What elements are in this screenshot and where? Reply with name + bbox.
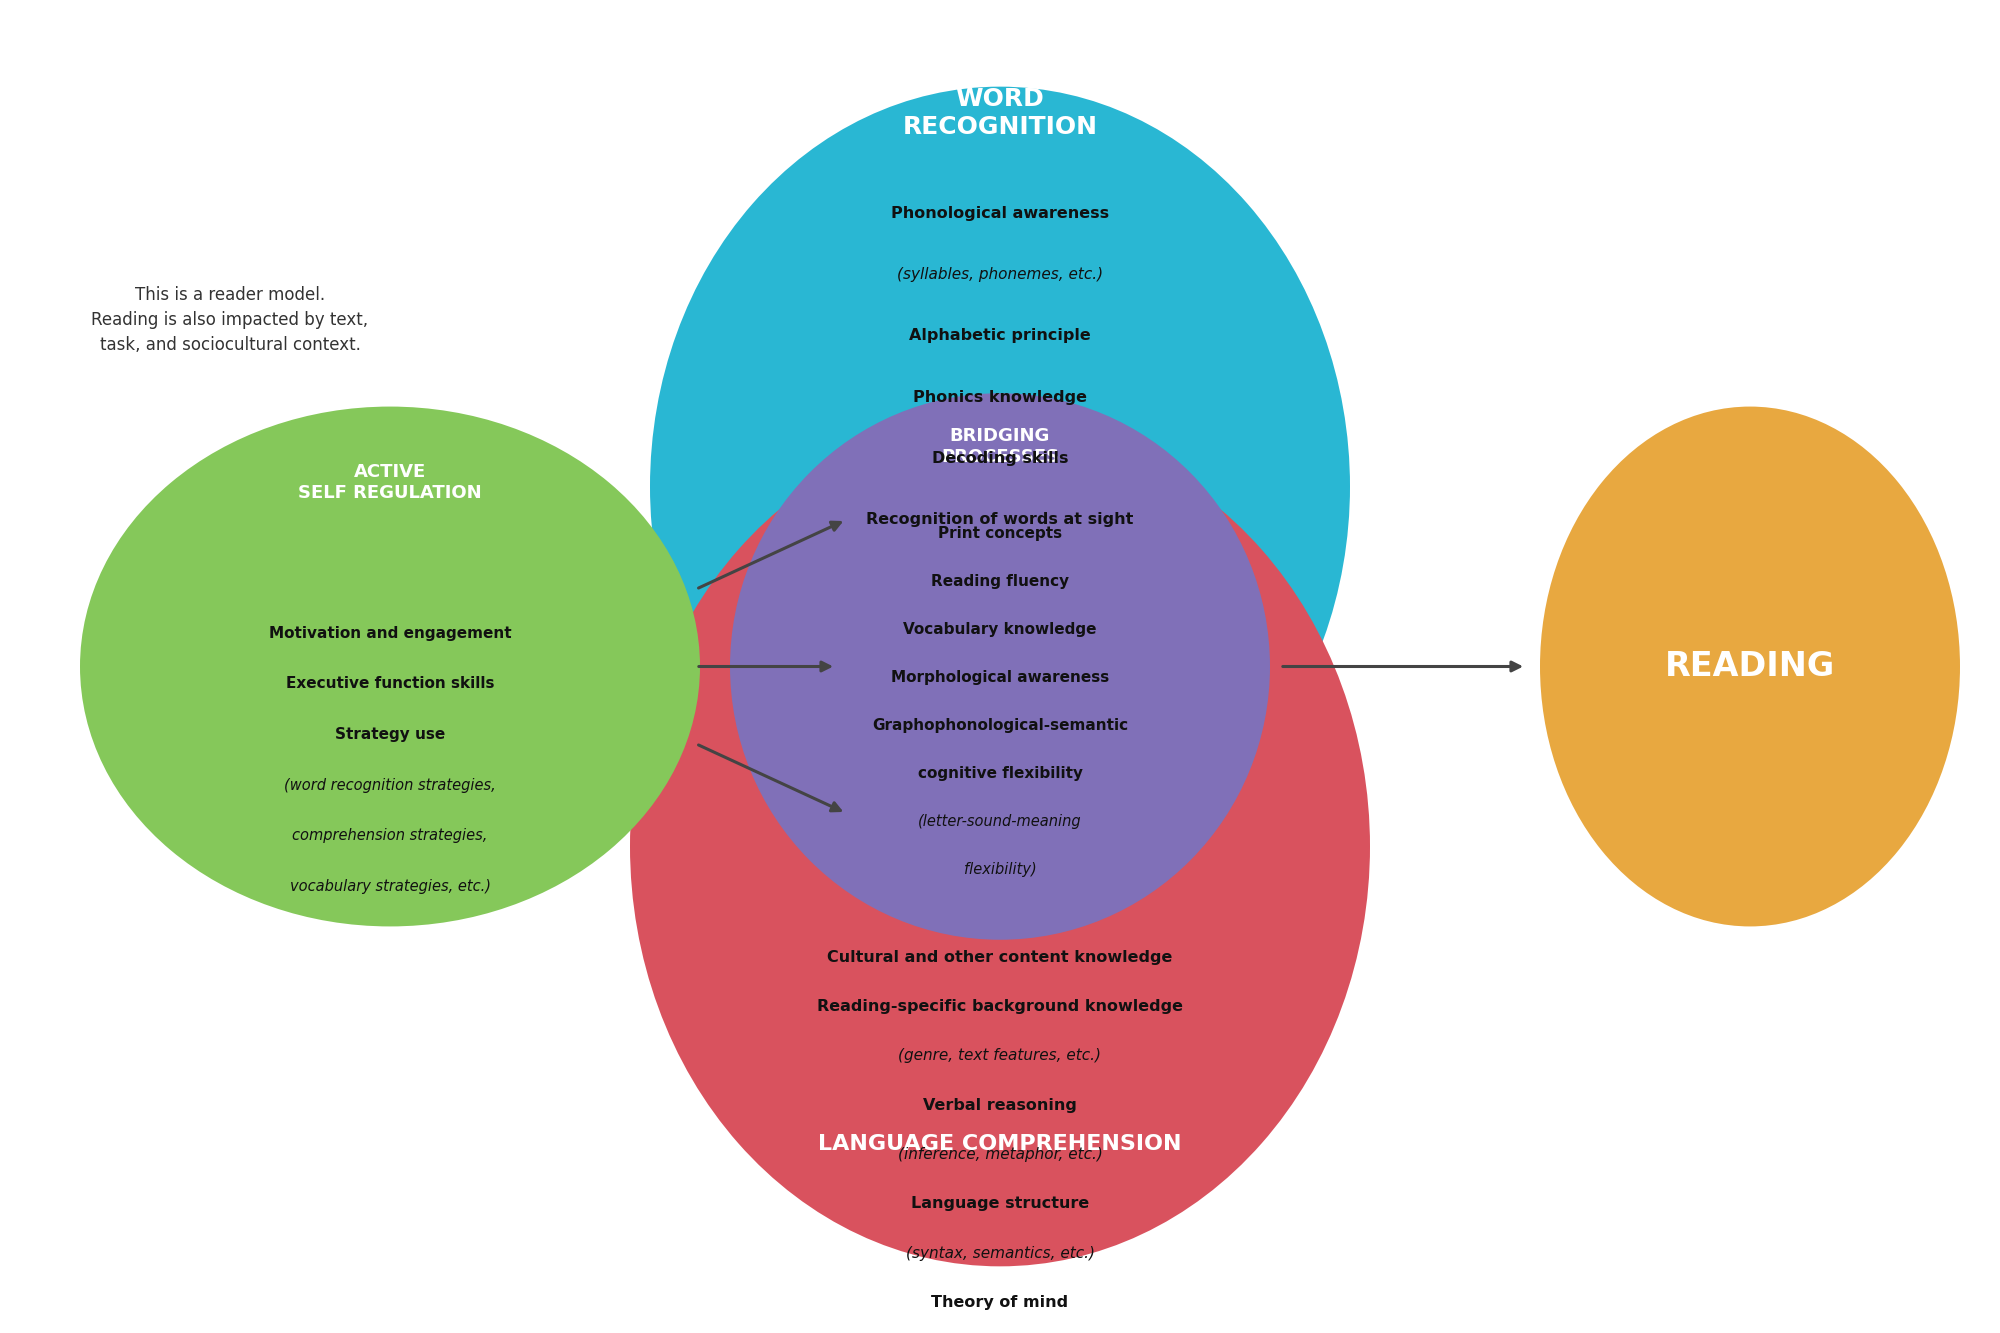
Text: Language structure: Language structure <box>910 1196 1090 1212</box>
Text: Alphabetic principle: Alphabetic principle <box>910 328 1090 344</box>
Text: cognitive flexibility: cognitive flexibility <box>918 765 1082 781</box>
Text: READING: READING <box>1664 651 1836 682</box>
Text: LANGUAGE COMPREHENSION: LANGUAGE COMPREHENSION <box>818 1133 1182 1154</box>
Text: comprehension strategies,: comprehension strategies, <box>292 828 488 844</box>
Text: Executive function skills: Executive function skills <box>286 676 494 692</box>
Text: (genre, text features, etc.): (genre, text features, etc.) <box>898 1048 1102 1064</box>
Text: Print concepts: Print concepts <box>938 525 1062 541</box>
Ellipse shape <box>1540 407 1960 926</box>
Text: Phonics knowledge: Phonics knowledge <box>912 389 1088 405</box>
Text: Motivation and engagement: Motivation and engagement <box>268 625 512 641</box>
Text: (word recognition strategies,: (word recognition strategies, <box>284 777 496 793</box>
Text: BRIDGING
PROCESSES: BRIDGING PROCESSES <box>940 427 1060 467</box>
Text: vocabulary strategies, etc.): vocabulary strategies, etc.) <box>290 878 490 894</box>
Text: WORD
RECOGNITION: WORD RECOGNITION <box>902 88 1098 139</box>
Text: Morphological awareness: Morphological awareness <box>890 669 1110 685</box>
Text: (letter-sound-meaning: (letter-sound-meaning <box>918 813 1082 829</box>
Text: Theory of mind: Theory of mind <box>932 1294 1068 1310</box>
Text: Phonological awareness: Phonological awareness <box>890 205 1110 221</box>
Text: Vocabulary knowledge: Vocabulary knowledge <box>904 621 1096 637</box>
Ellipse shape <box>80 407 700 926</box>
Text: (syntax, semantics, etc.): (syntax, semantics, etc.) <box>906 1245 1094 1261</box>
Text: Cultural and other content knowledge: Cultural and other content knowledge <box>828 949 1172 965</box>
Text: ACTIVE
SELF REGULATION: ACTIVE SELF REGULATION <box>298 463 482 503</box>
Text: Verbal reasoning: Verbal reasoning <box>924 1097 1076 1113</box>
Text: Decoding skills: Decoding skills <box>932 451 1068 467</box>
Text: (syllables, phonemes, etc.): (syllables, phonemes, etc.) <box>896 267 1104 283</box>
Ellipse shape <box>730 393 1270 940</box>
Text: This is a reader model.
Reading is also impacted by text,
task, and sociocultura: This is a reader model. Reading is also … <box>92 285 368 355</box>
Text: Graphophonological-semantic: Graphophonological-semantic <box>872 717 1128 733</box>
Ellipse shape <box>630 427 1370 1266</box>
Ellipse shape <box>650 87 1350 886</box>
Text: (inference, metaphor, etc.): (inference, metaphor, etc.) <box>898 1146 1102 1162</box>
Text: flexibility): flexibility) <box>964 861 1036 877</box>
Text: Strategy use: Strategy use <box>334 726 446 742</box>
Text: Recognition of words at sight: Recognition of words at sight <box>866 512 1134 528</box>
Text: Reading fluency: Reading fluency <box>930 573 1070 589</box>
Text: Reading-specific background knowledge: Reading-specific background knowledge <box>818 998 1184 1014</box>
